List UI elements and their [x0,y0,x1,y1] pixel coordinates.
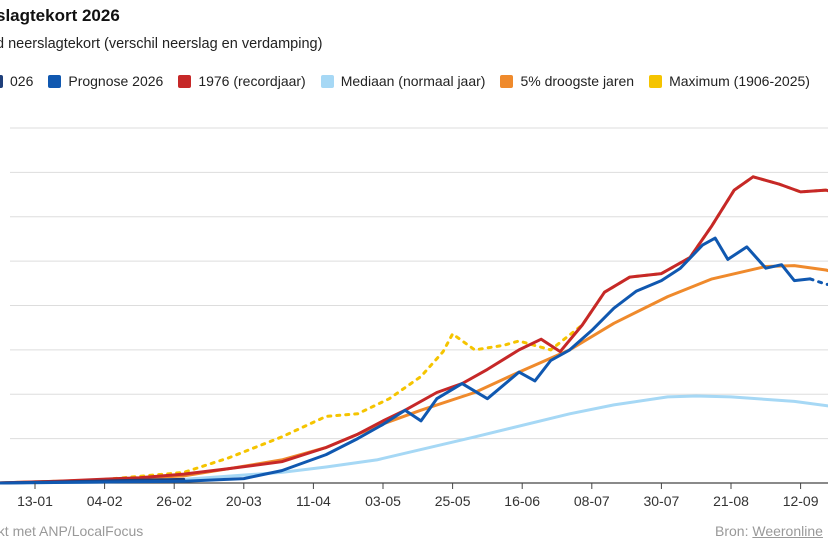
legend-swatch-droogste [500,74,514,88]
legend-swatch-maximum [649,74,663,88]
chart-legend: 026 Prognose 2026 1976 (recordjaar) Medi… [0,73,825,89]
x-tick-label: 25-05 [435,493,471,509]
legend-swatch-1976 [178,74,192,88]
series-line-maximum [0,175,828,485]
chart-title: slagtekort 2026 [0,6,120,25]
legend-item-1976[interactable]: 1976 (recordjaar) [178,73,306,89]
legend-item-prognose-2026[interactable]: Prognose 2026 [48,73,163,89]
x-tick-label: 21-08 [713,493,749,509]
x-tick-label: 20-03 [226,493,262,509]
legend-item-droogste[interactable]: 5% droogste jaren [500,73,634,89]
legend-label-droogste: 5% droogste jaren [520,73,635,89]
x-tick-label: 03-05 [365,493,401,509]
chart-subtitle: d neerslagtekort (verschil neerslag en v… [0,36,323,52]
series-line-1976 [0,175,828,485]
footer-credit: akt met ANP/LocalFocus [0,523,144,539]
series-line-prognose-2026 [0,236,812,485]
legend-item-2026[interactable]: 026 [0,73,33,89]
x-tick-label: 30-07 [643,493,679,509]
x-tick-label: 26-02 [156,493,192,509]
footer-source: Bron: Weeronline [715,523,823,539]
x-tick-label: 11-04 [296,493,331,509]
x-tick-label: 13-01 [17,493,53,509]
series-line-prognose-2026-forecast [808,277,828,286]
legend-label-maximum: Maximum (1906-2025) [669,73,810,89]
series-lines [0,175,828,485]
x-tick-label: 16-06 [504,493,540,509]
legend-swatch-mediaan [320,74,334,88]
series-line-mediaan [0,394,828,485]
x-axis: 13-01 04-02 26-02 20-03 11-04 03-05 25-05 16-06… [17,483,819,509]
legend-label-prognose-2026: Prognose 2026 [68,73,164,89]
x-tick-label: 04-02 [87,493,123,509]
legend-label-2026: 026 [10,73,34,89]
grid-lines [10,127,828,484]
legend-swatch-2026 [0,74,3,88]
x-tick-label: 08-07 [574,493,610,509]
footer-source-link[interactable]: Weeronline [752,523,823,539]
x-tick-label: 12-09 [783,493,819,509]
legend-item-mediaan[interactable]: Mediaan (normaal jaar) [320,73,486,89]
legend-item-maximum[interactable]: Maximum (1906-2025) [649,73,810,89]
legend-swatch-prognose-2026 [48,74,62,88]
footer-source-label: Bron: [715,523,749,539]
legend-label-mediaan: Mediaan (normaal jaar) [340,73,486,89]
legend-label-1976: 1976 (recordjaar) [198,73,306,89]
